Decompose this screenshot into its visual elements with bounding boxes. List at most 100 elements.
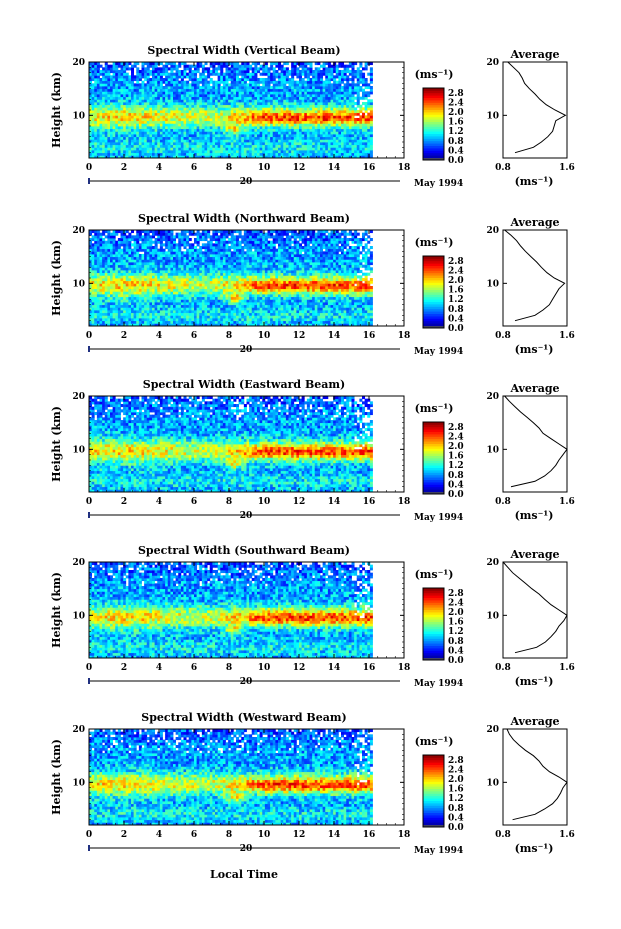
heatmap-cell bbox=[125, 104, 129, 108]
heatmap-cell bbox=[94, 275, 98, 279]
heatmap-cell bbox=[199, 123, 203, 127]
heatmap-cell bbox=[141, 243, 145, 247]
heatmap-cell bbox=[178, 107, 182, 111]
heatmap-cell bbox=[128, 270, 132, 274]
heatmap-cell bbox=[325, 80, 329, 84]
heatmap-cell bbox=[120, 144, 124, 148]
heatmap-cell bbox=[138, 230, 142, 234]
heatmap-cell bbox=[94, 262, 98, 266]
heatmap-cell bbox=[283, 139, 287, 143]
heatmap-cell bbox=[351, 155, 355, 159]
heatmap-cell bbox=[309, 120, 313, 124]
heatmap-cell bbox=[104, 294, 108, 298]
heatmap-cell bbox=[136, 134, 140, 138]
heatmap-cell bbox=[288, 128, 292, 132]
heatmap-cell bbox=[301, 104, 305, 108]
heatmap-cell bbox=[110, 299, 114, 303]
heatmap-cell bbox=[112, 128, 116, 132]
heatmap-cell bbox=[212, 115, 216, 119]
heatmap-cell bbox=[99, 144, 103, 148]
heatmap-cell bbox=[356, 75, 360, 79]
heatmap-cell bbox=[128, 110, 132, 114]
heatmap-cell bbox=[196, 120, 200, 124]
heatmap-cell bbox=[204, 80, 208, 84]
heatmap-cell bbox=[301, 110, 305, 114]
heatmap-cell bbox=[91, 78, 95, 82]
heatmap-cell bbox=[293, 142, 297, 146]
heatmap-cell bbox=[170, 136, 174, 140]
heatmap-cell bbox=[138, 144, 142, 148]
heatmap-cell bbox=[131, 243, 135, 247]
heatmap-cell bbox=[199, 118, 203, 122]
heatmap-cell bbox=[356, 72, 360, 76]
heatmap-cell bbox=[199, 110, 203, 114]
heatmap-cell bbox=[133, 115, 137, 119]
heatmap-cell bbox=[170, 102, 174, 106]
heatmap-cell bbox=[91, 96, 95, 100]
heatmap-cell bbox=[243, 150, 247, 154]
heatmap-cell bbox=[162, 267, 166, 271]
heatmap-cell bbox=[112, 91, 116, 95]
heatmap-cell bbox=[246, 128, 250, 132]
heatmap-cell bbox=[278, 123, 282, 127]
heatmap-cell bbox=[173, 126, 177, 130]
heatmap-cell bbox=[343, 147, 347, 151]
heatmap-cell bbox=[254, 118, 258, 122]
heatmap-cell bbox=[354, 144, 358, 148]
heatmap-cell bbox=[188, 94, 192, 98]
heatmap-cell bbox=[246, 70, 250, 74]
heatmap-cell bbox=[207, 139, 211, 143]
heatmap-cell bbox=[348, 110, 352, 114]
heatmap-cell bbox=[222, 62, 226, 66]
heatmap-cell bbox=[115, 240, 119, 244]
heatmap-cell bbox=[317, 112, 321, 116]
heatmap-cell bbox=[99, 83, 103, 87]
heatmap-cell bbox=[267, 115, 271, 119]
heatmap-cell bbox=[162, 67, 166, 71]
heatmap-cell bbox=[362, 136, 366, 140]
heatmap-cell bbox=[115, 246, 119, 250]
heatmap-cell bbox=[146, 150, 150, 154]
heatmap-cell bbox=[141, 310, 145, 314]
heatmap-cell bbox=[301, 86, 305, 90]
heatmap-cell bbox=[149, 120, 153, 124]
heatmap-cell bbox=[165, 123, 169, 127]
heatmap-cell bbox=[115, 123, 119, 127]
heatmap-cell bbox=[165, 104, 169, 108]
heatmap-cell bbox=[212, 155, 216, 159]
heatmap-cell bbox=[215, 70, 219, 74]
heatmap-cell bbox=[259, 131, 263, 135]
heatmap-cell bbox=[99, 240, 103, 244]
heatmap-cell bbox=[338, 155, 342, 159]
heatmap-cell bbox=[348, 144, 352, 148]
heatmap-cell bbox=[275, 104, 279, 108]
heatmap-cell bbox=[238, 112, 242, 116]
heatmap-cell bbox=[104, 91, 108, 95]
heatmap-cell bbox=[144, 238, 148, 242]
heatmap-cell bbox=[167, 155, 171, 159]
heatmap-cell bbox=[104, 235, 108, 239]
heatmap-cell bbox=[107, 78, 111, 82]
colorbar-cell bbox=[423, 88, 444, 91]
heatmap-cell bbox=[110, 318, 114, 322]
heatmap-cell bbox=[264, 62, 268, 66]
heatmap-cell bbox=[346, 144, 350, 148]
heatmap-cell bbox=[306, 75, 310, 79]
heatmap-cell bbox=[243, 104, 247, 108]
heatmap-cell bbox=[249, 152, 253, 156]
heatmap-cell bbox=[112, 131, 116, 135]
heatmap-cell bbox=[191, 115, 195, 119]
heatmap-cell bbox=[104, 136, 108, 140]
heatmap-cell bbox=[312, 131, 316, 135]
heatmap-cell bbox=[204, 91, 208, 95]
heatmap-cell bbox=[120, 310, 124, 314]
heatmap-cell bbox=[167, 270, 171, 274]
heatmap-cell bbox=[128, 142, 132, 146]
heatmap-cell bbox=[183, 80, 187, 84]
heatmap-cell bbox=[369, 86, 373, 90]
heatmap-cell bbox=[285, 131, 289, 135]
heatmap-cell bbox=[309, 94, 313, 98]
heatmap-cell bbox=[301, 64, 305, 68]
heatmap-cell bbox=[217, 115, 221, 119]
